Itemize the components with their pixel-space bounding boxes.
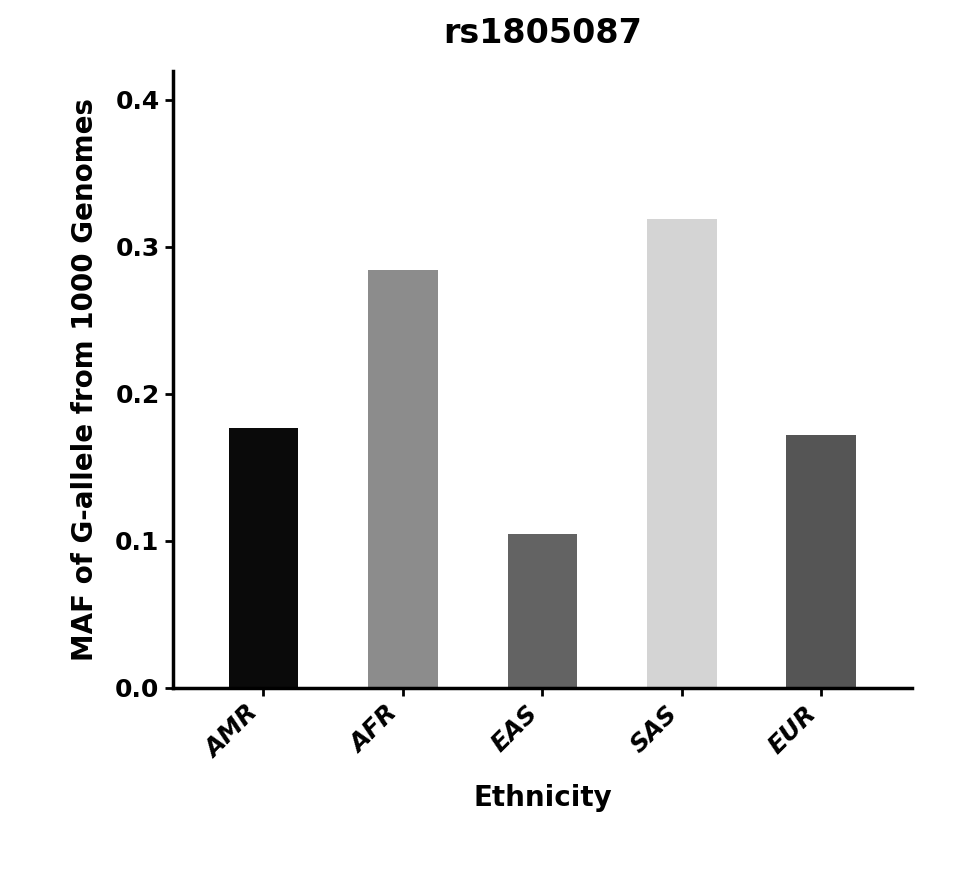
Bar: [647, 219, 717, 688]
X-axis label: Ethnicity: Ethnicity: [473, 784, 612, 811]
Y-axis label: MAF of G-allele from 1000 Genomes: MAF of G-allele from 1000 Genomes: [71, 98, 99, 661]
Bar: [786, 435, 856, 688]
Bar: [368, 271, 438, 688]
Bar: [228, 428, 299, 688]
Bar: [508, 534, 577, 688]
Title: rs1805087: rs1805087: [443, 17, 642, 49]
